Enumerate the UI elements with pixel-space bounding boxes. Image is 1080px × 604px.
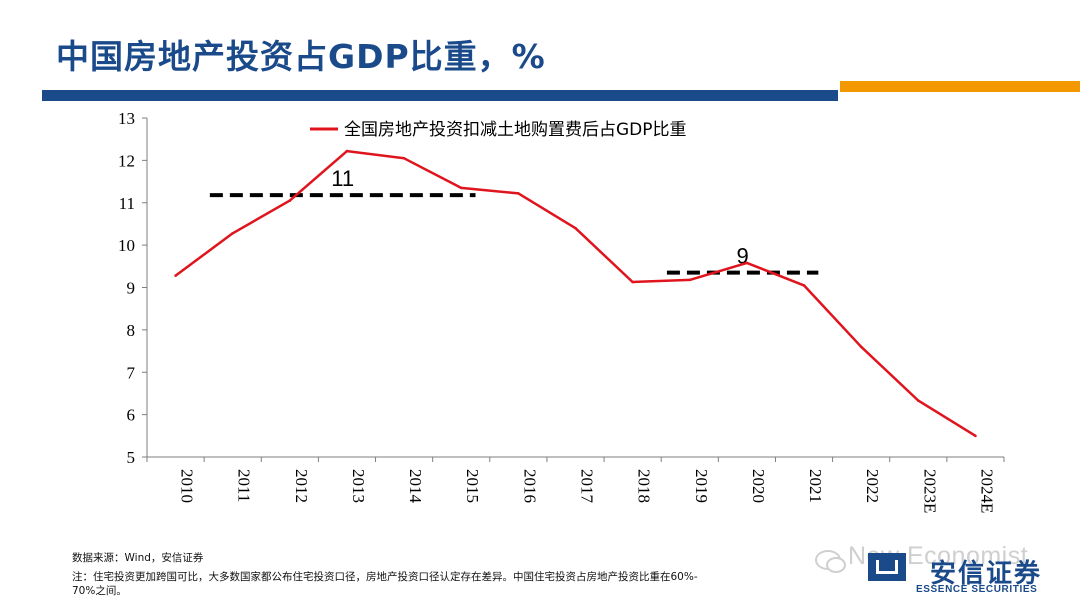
y-tick-label: 10 [118, 236, 135, 255]
footnote-line-1: 注：住宅投资更加跨国可比，大多数国家都公布住宅投资口径，房地产投资口径认定存在差… [72, 571, 698, 583]
data-point [745, 261, 749, 265]
brand-logo-inner [876, 560, 898, 574]
data-point [859, 345, 863, 349]
brand-name-en: ESSENCE SECURITIES [916, 584, 1038, 595]
page-title: 中国房地产投资占GDP比重，% [56, 37, 546, 76]
data-point [345, 149, 349, 153]
data-point [974, 434, 977, 438]
y-tick-label: 5 [127, 448, 136, 467]
y-tick-label: 12 [118, 151, 135, 170]
header-rule-blue [42, 90, 838, 101]
x-tick-label: 2011 [235, 469, 254, 502]
x-tick-label: 2012 [292, 469, 311, 503]
legend-label: 全国房地产投资扣减土地购置费后占GDP比重 [344, 120, 687, 140]
reference-line-label: 11 [331, 166, 354, 191]
x-tick-label: 2023E [920, 469, 939, 513]
data-point [288, 199, 292, 202]
data-point [574, 226, 577, 230]
source-note: 数据来源：Wind，安信证券 [72, 552, 204, 564]
brand-name-cn: 安信证券 [930, 559, 1043, 589]
y-tick-label: 13 [118, 109, 135, 128]
x-tick-label: 2014 [406, 469, 425, 504]
x-tick-label: 2022 [863, 469, 882, 503]
x-tick-label: 2019 [692, 469, 711, 503]
header-rule-orange [840, 81, 1080, 92]
x-tick-label: 2018 [635, 469, 654, 503]
data-point [402, 156, 406, 160]
data-point [174, 274, 177, 277]
data-point [231, 231, 234, 235]
wechat-bubble-icon [815, 550, 846, 573]
x-tick-label: 2010 [178, 469, 197, 503]
x-tick-label: 2017 [578, 469, 597, 504]
brand-logo-mark [868, 553, 906, 581]
data-point [802, 284, 806, 287]
x-tick-label: 2013 [349, 469, 368, 503]
y-tick-label: 11 [119, 194, 135, 213]
x-tick-label: 2020 [749, 469, 768, 503]
y-tick-label: 7 [127, 363, 136, 382]
x-tick-label: 2016 [520, 469, 539, 503]
data-point [631, 280, 634, 284]
y-tick-label: 6 [127, 406, 136, 425]
x-tick-label: 2015 [463, 469, 482, 503]
x-tick-label: 2024E [977, 469, 996, 513]
data-point [688, 278, 692, 282]
footnote-line-2: 70%之间。 [72, 585, 127, 597]
x-tick-label: 2021 [806, 469, 825, 503]
data-point [459, 186, 463, 190]
data-point [917, 399, 920, 402]
y-tick-label: 8 [127, 321, 136, 340]
data-point [517, 192, 520, 195]
y-tick-label: 9 [127, 279, 136, 298]
